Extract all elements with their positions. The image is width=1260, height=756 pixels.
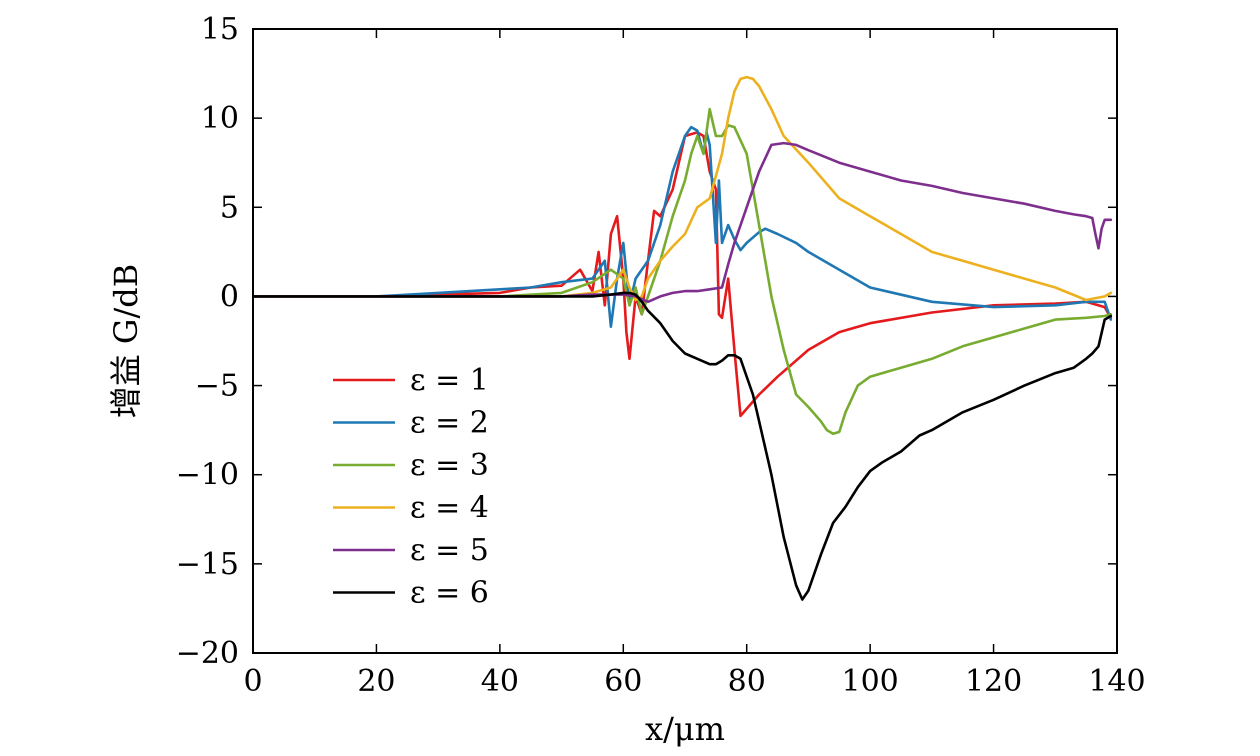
y-tick-label: 5 bbox=[220, 190, 239, 225]
legend-label-eps-5: ε = 5 bbox=[410, 533, 489, 568]
legend-label-eps-6: ε = 6 bbox=[410, 576, 489, 611]
x-tick-label: 80 bbox=[728, 664, 766, 699]
series-line-eps-3 bbox=[253, 107, 1113, 436]
x-tick-label: 40 bbox=[481, 664, 519, 699]
legend: ε = 1 ε = 2 ε = 3 ε = 4 ε = 5 ε = 6 bbox=[333, 363, 489, 611]
x-tick-label: 100 bbox=[842, 664, 899, 699]
series-line-eps-5 bbox=[253, 141, 1113, 304]
series-line-eps-4 bbox=[253, 75, 1113, 302]
y-tick-label: 0 bbox=[220, 279, 239, 314]
legend-label-eps-2: ε = 2 bbox=[410, 406, 489, 441]
series-line-eps-1 bbox=[253, 131, 1113, 418]
y-axis-title: 增益 G/dB bbox=[107, 264, 145, 419]
x-tick-label: 120 bbox=[965, 664, 1022, 699]
x-axis-title: x/μm bbox=[645, 710, 725, 748]
y-tick-label: −15 bbox=[176, 547, 239, 582]
y-tick-label: −20 bbox=[176, 636, 239, 671]
tick-layer: 0 20 40 60 80 100 120 140 15 10 5 0 −5 −10 −15 −20 bbox=[176, 12, 1146, 699]
y-tick-label: 10 bbox=[201, 101, 239, 136]
x-tick-label: 140 bbox=[1088, 664, 1145, 699]
y-tick-label: −5 bbox=[195, 369, 239, 404]
x-tick-label: 20 bbox=[357, 664, 395, 699]
x-tick-label: 60 bbox=[604, 664, 642, 699]
x-tick-label: 0 bbox=[243, 664, 262, 699]
y-tick-label: −10 bbox=[176, 458, 239, 493]
legend-label-eps-1: ε = 1 bbox=[410, 363, 489, 398]
series-line-eps-6 bbox=[253, 291, 1113, 601]
legend-label-eps-3: ε = 3 bbox=[410, 448, 489, 483]
legend-label-eps-4: ε = 4 bbox=[410, 491, 489, 526]
plot-frame bbox=[252, 28, 1118, 654]
y-tick-label: 15 bbox=[201, 12, 239, 47]
series-layer bbox=[253, 75, 1113, 601]
